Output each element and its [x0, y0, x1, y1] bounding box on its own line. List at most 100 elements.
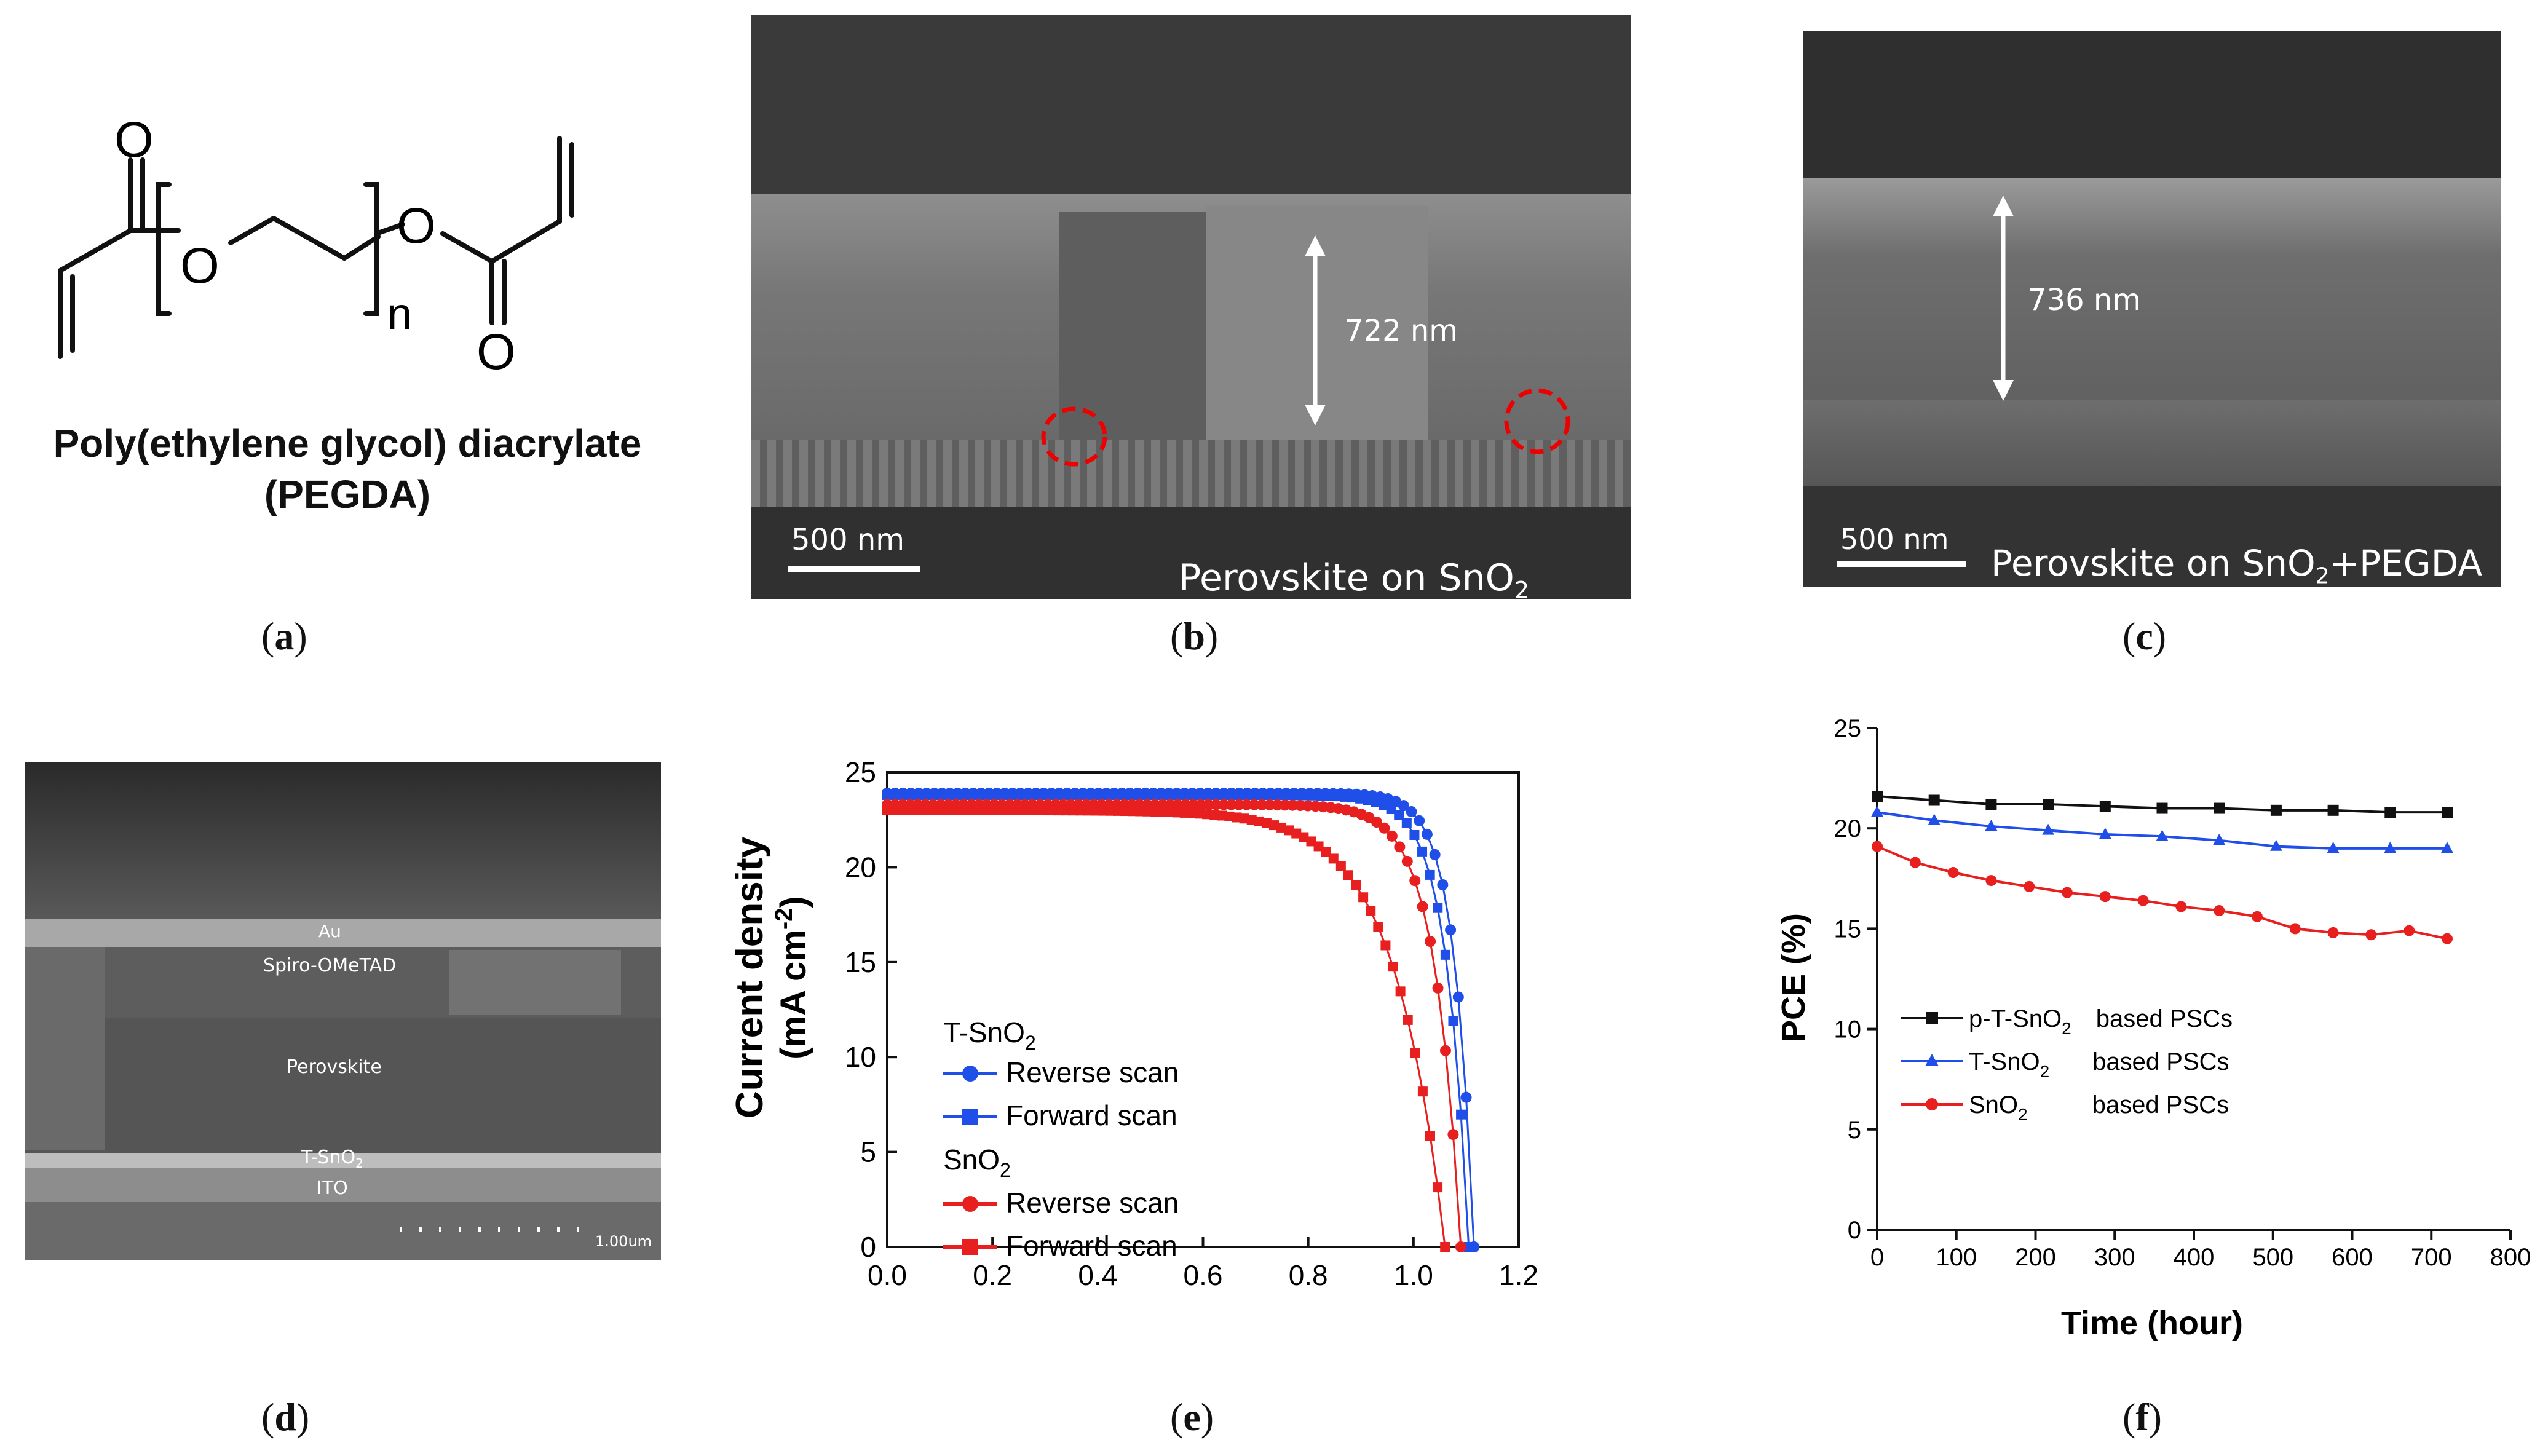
pce-point [2099, 801, 2111, 812]
jv-point [1023, 805, 1034, 815]
pce-point [1928, 813, 1941, 825]
jv-point [1053, 790, 1063, 801]
jv-point [979, 805, 989, 815]
grain [449, 950, 621, 1015]
au-layer [25, 919, 661, 947]
jv-point [999, 790, 1009, 801]
jv-point [1107, 790, 1117, 801]
pce-point [2365, 929, 2377, 941]
pce-point [1985, 799, 1997, 810]
legend-label-p-tsno2: p-T-SnO2 based PSCs [1969, 1005, 2233, 1038]
jv-point [919, 805, 930, 815]
scalebar-ticks [400, 1227, 584, 1232]
jv-point [1046, 805, 1056, 816]
jv-point [956, 805, 967, 815]
jv-point [1379, 822, 1390, 834]
legend-marker [962, 1239, 978, 1255]
sem-background [25, 762, 661, 922]
legend-label-tsno2: T-SnO2 based PSCs [1969, 1048, 2229, 1081]
jv-point [1394, 810, 1404, 820]
ito-substrate [751, 507, 1631, 599]
bond [374, 222, 405, 236]
atom-o: O [180, 238, 220, 294]
pce-point [1871, 805, 1883, 817]
pce-point [2214, 905, 2225, 917]
jv-point [1239, 813, 1249, 824]
y-tick-label: 10 [1834, 1016, 1862, 1043]
jv-point [1378, 800, 1388, 810]
pce-point [1872, 841, 1883, 852]
jv-point [994, 805, 1004, 815]
jv-point [1371, 817, 1383, 828]
jv-point [1417, 846, 1428, 857]
jv-point [1061, 790, 1071, 801]
grain [25, 947, 105, 1150]
jv-point [1195, 809, 1205, 819]
jv-point [882, 790, 892, 801]
panel-label-e: (e) [1170, 1395, 1214, 1439]
pce-point [2062, 887, 2073, 898]
jv-point [1223, 790, 1233, 801]
tsno2-layer [25, 1153, 661, 1168]
jv-point [1439, 1045, 1451, 1056]
jv-point [941, 805, 952, 815]
jv-point [1138, 790, 1149, 801]
jv-point [1241, 799, 1252, 810]
jv-point [1091, 790, 1102, 801]
jv-point [1335, 861, 1346, 871]
jv-point [983, 790, 993, 801]
jv-point [1414, 815, 1425, 826]
jv-point [1161, 790, 1171, 801]
pce-point [1947, 867, 1959, 879]
jv-point [949, 805, 959, 815]
jv-point [1264, 799, 1275, 810]
jv-point [921, 790, 932, 801]
jv-point [967, 790, 978, 801]
jv-point [960, 790, 970, 801]
jv-point [1105, 805, 1115, 816]
jv-point [1409, 875, 1421, 887]
scalebar-label: 1.00um [595, 1233, 652, 1250]
layer-label-ito: ITO [317, 1177, 348, 1199]
jv-point [1187, 808, 1197, 818]
jv-point [1417, 1086, 1428, 1097]
x-tick-label: 200 [2015, 1244, 2056, 1271]
jv-point [1254, 816, 1264, 826]
y-tick-label: 10 [845, 1041, 876, 1073]
legend-marker [962, 1196, 978, 1212]
jv-point [1231, 790, 1241, 801]
perovskite-layer [1803, 178, 2501, 437]
jv-point [897, 805, 908, 815]
jv-point [1351, 880, 1361, 890]
jv-point [1029, 790, 1040, 801]
layer-label-au: Au [318, 921, 341, 941]
jv-point [1417, 901, 1428, 912]
y-axis-label: PCE (%) [1775, 913, 1812, 1042]
jv-point [1120, 806, 1131, 817]
jv-point [1083, 805, 1093, 816]
x-tick-label: 0.4 [1078, 1259, 1117, 1291]
y-axis-unit: (mA cm-2) [770, 896, 813, 1059]
jv-point [1463, 1242, 1474, 1252]
atom-o: O [477, 324, 516, 380]
thickness-arrow [1041, 235, 1570, 467]
jv-point [1437, 879, 1449, 890]
pce-point [2213, 833, 2226, 845]
jv-point [1363, 795, 1373, 805]
x-tick-label: 0.2 [973, 1259, 1012, 1291]
jv-point [1321, 847, 1331, 857]
jv-point [1006, 790, 1016, 801]
y-tick-label: 25 [845, 756, 876, 788]
jv-point [1153, 790, 1164, 801]
jv-point [1409, 829, 1420, 840]
jv-point [1448, 1016, 1458, 1026]
jv-point [1386, 804, 1396, 815]
scalebar-label: 500 nm [791, 523, 905, 557]
jv-point [1272, 799, 1283, 811]
jv-point [1246, 815, 1257, 825]
legend-label: Forward scan [1006, 1099, 1177, 1131]
sem-background [751, 15, 1631, 194]
legend-label: Reverse scan [1006, 1187, 1179, 1219]
x-tick-label: 100 [1936, 1244, 1977, 1271]
pce-point [1985, 820, 1998, 831]
